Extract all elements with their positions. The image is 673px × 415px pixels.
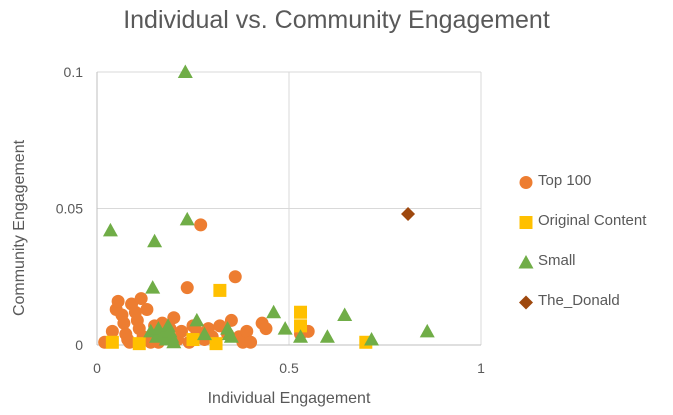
triangle-point bbox=[177, 64, 193, 78]
triangle-point bbox=[179, 211, 195, 226]
tick-labels: 0 0.5 1 0 0.05 0.1 bbox=[56, 64, 485, 376]
circle-point bbox=[180, 281, 194, 295]
triangle-point bbox=[102, 222, 118, 237]
square-point bbox=[294, 305, 308, 319]
y-axis-label: Community Engagement bbox=[11, 139, 28, 317]
triangle-point bbox=[145, 280, 161, 294]
legend-marker-shape bbox=[519, 216, 533, 229]
circle-point bbox=[194, 218, 208, 232]
circle-point bbox=[174, 324, 188, 338]
triangle-point bbox=[166, 334, 182, 349]
chart-title: Individual vs. Community Engagement bbox=[123, 6, 550, 34]
square-point bbox=[105, 335, 119, 349]
legend-marker-shape bbox=[519, 295, 533, 310]
square-point bbox=[132, 337, 146, 351]
series-original-content bbox=[105, 283, 373, 351]
circle-point bbox=[111, 294, 125, 308]
y-tick-label: 0.05 bbox=[56, 201, 83, 217]
triangle-point bbox=[364, 332, 380, 346]
triangle-point bbox=[189, 312, 205, 327]
legend-marker-shape bbox=[519, 176, 533, 189]
legend-diamond-icon bbox=[519, 295, 533, 310]
circle-point bbox=[105, 324, 119, 338]
circle-point bbox=[140, 303, 154, 317]
circle-point bbox=[134, 292, 148, 306]
legend-circle-icon bbox=[519, 176, 533, 189]
series-small bbox=[102, 64, 435, 349]
circle-point bbox=[167, 311, 181, 325]
x-tick-label: 0.5 bbox=[279, 360, 299, 376]
legend-label: The_Donald bbox=[538, 292, 620, 309]
triangle-point bbox=[277, 321, 293, 335]
square-point bbox=[209, 337, 223, 351]
x-tick-label: 1 bbox=[477, 360, 485, 376]
triangle-point bbox=[197, 326, 213, 341]
square-point bbox=[213, 283, 227, 297]
data-markers bbox=[98, 64, 435, 351]
diamond-point bbox=[401, 206, 416, 221]
x-axis-label: Individual Engagement bbox=[207, 390, 371, 407]
circle-point bbox=[259, 322, 273, 336]
circle-point bbox=[240, 324, 254, 338]
triangle-point bbox=[147, 233, 163, 248]
triangle-point bbox=[266, 304, 282, 319]
gridlines bbox=[96, 71, 482, 346]
circle-point bbox=[228, 270, 242, 284]
triangle-point bbox=[319, 329, 335, 343]
y-tick-label: 0 bbox=[75, 337, 83, 353]
y-tick-label: 0.1 bbox=[64, 64, 84, 80]
triangle-point bbox=[419, 323, 435, 338]
legend-marker-shape bbox=[518, 255, 534, 269]
square-point bbox=[186, 333, 200, 347]
x-tick-label: 0 bbox=[93, 360, 101, 376]
series-the-donald bbox=[401, 206, 416, 221]
triangle-point bbox=[223, 329, 239, 343]
legend-label: Top 100 bbox=[538, 172, 592, 189]
triangle-point bbox=[337, 307, 353, 321]
circle-point bbox=[117, 316, 131, 330]
triangle-point bbox=[293, 329, 309, 343]
square-point bbox=[294, 319, 308, 333]
circle-point bbox=[244, 335, 258, 349]
legend-triangle-icon bbox=[518, 255, 534, 269]
legend-label: Original Content bbox=[538, 212, 647, 229]
legend-label: Small bbox=[538, 252, 576, 269]
legend-square-icon bbox=[519, 216, 533, 229]
